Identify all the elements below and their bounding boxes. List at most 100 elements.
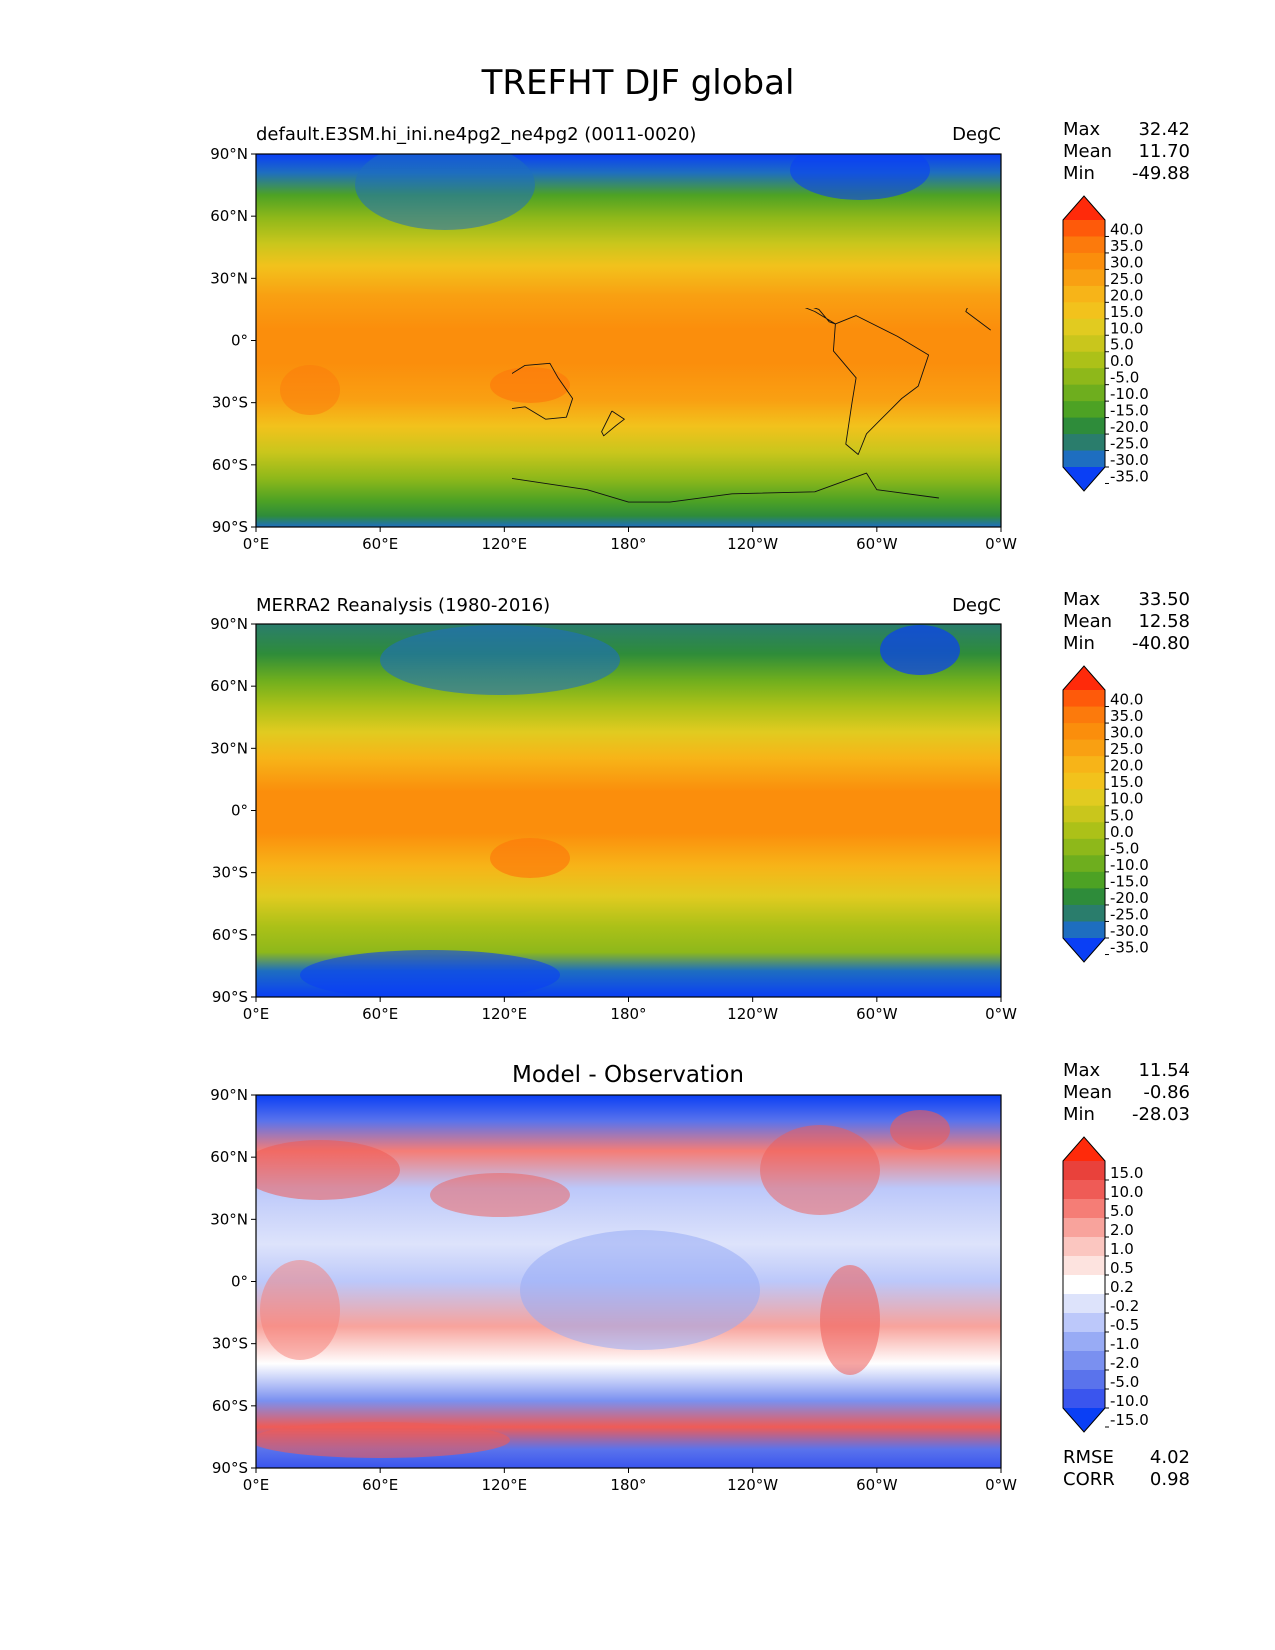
coastline-segment xyxy=(601,410,625,437)
colorbar-label: 40.0 xyxy=(1110,691,1143,709)
colorbar-segment xyxy=(1063,285,1105,303)
y-tick-label: 30°S xyxy=(212,864,248,882)
y-tick-label: 0° xyxy=(231,332,248,350)
x-tick-label: 60°E xyxy=(362,1005,398,1023)
colorbar: 40.035.030.025.020.015.010.05.00.0-5.0-1… xyxy=(1062,665,1149,963)
warm-anomaly-south-america xyxy=(820,1265,880,1375)
warm-pool-africa xyxy=(280,365,340,415)
coastline-segment xyxy=(832,315,930,455)
colorbar-segment xyxy=(1063,450,1105,468)
warm-anomaly-africa xyxy=(260,1260,340,1360)
y-tick-label: 60°N xyxy=(210,207,248,225)
coastline-segment xyxy=(512,362,574,420)
y-tick-label: 90°N xyxy=(210,615,248,633)
cold-pool-greenland xyxy=(790,154,930,200)
colorbar-label: 5.0 xyxy=(1110,1202,1134,1220)
cold-pool-antarctica xyxy=(300,950,560,997)
colorbar-label: 10.0 xyxy=(1110,319,1143,337)
colorbar-label: 40.0 xyxy=(1110,220,1143,238)
colorbar-segment xyxy=(1063,236,1105,254)
colorbar-segment xyxy=(1063,269,1105,287)
y-tick-label: 60°N xyxy=(210,1148,248,1166)
warm-anomaly-europe xyxy=(256,1140,400,1200)
x-tick-label: 120°W xyxy=(727,535,778,553)
cold-anomaly-pacific xyxy=(520,1230,760,1350)
colorbar-segment xyxy=(1063,1199,1105,1219)
colorbar-segment xyxy=(1063,351,1105,369)
y-tick-label: 30°S xyxy=(212,1335,248,1353)
colorbar-segment xyxy=(1063,888,1105,906)
stat-mean-value: -0.86 xyxy=(1143,1082,1190,1103)
figure-title: TREFHT DJF global xyxy=(481,63,795,103)
x-tick-label: 120°W xyxy=(727,1476,778,1494)
colorbar-label: -0.2 xyxy=(1110,1297,1139,1315)
colorbar-segment xyxy=(1063,706,1105,724)
colorbar-extend-min xyxy=(1063,938,1105,962)
stat-max-value: 32.42 xyxy=(1138,119,1190,140)
colorbar-segment xyxy=(1063,723,1105,741)
x-tick-label: 120°E xyxy=(482,535,528,553)
x-tick-label: 60°W xyxy=(856,1476,898,1494)
stat-min-value: -28.03 xyxy=(1132,1104,1190,1125)
colorbar-label: 15.0 xyxy=(1110,303,1143,321)
stat-min-value: -49.88 xyxy=(1132,163,1190,184)
x-axis: 0°E 60°E 120°E 180° 120°W 60°W 0°W xyxy=(243,997,1017,1023)
warm-pool-australia xyxy=(490,367,570,403)
metric-rmse-value: 4.02 xyxy=(1150,1447,1190,1468)
colorbar-segment xyxy=(1063,805,1105,823)
colorbar-label: 5.0 xyxy=(1110,336,1134,354)
colorbar-segment xyxy=(1063,1332,1105,1352)
colorbar-label: 30.0 xyxy=(1110,253,1143,271)
x-tick-label: 0°W xyxy=(985,1476,1017,1494)
colorbar-label: -15.0 xyxy=(1110,402,1149,420)
y-tick-label: 90°N xyxy=(210,145,248,163)
colorbar-label: 1.0 xyxy=(1110,1240,1134,1258)
colorbar-label: -25.0 xyxy=(1110,435,1149,453)
colorbar-label: 10.0 xyxy=(1110,1183,1143,1201)
panel-difference: Model - Observation 0°E 60°E 120°E 180° 120°… xyxy=(210,1060,1190,1494)
colorbar-segment xyxy=(1063,1389,1105,1409)
colorbar-label: 0.0 xyxy=(1110,823,1134,841)
colorbar-label: 30.0 xyxy=(1110,724,1143,742)
stat-mean-label: Mean xyxy=(1063,611,1112,632)
colorbar-label: -5.0 xyxy=(1110,369,1139,387)
colorbar-segment xyxy=(1063,302,1105,320)
colorbar: 40.035.030.025.020.015.010.05.00.0-5.0-1… xyxy=(1062,195,1149,492)
panel-left-title: MERRA2 Reanalysis (1980-2016) xyxy=(256,595,550,616)
colorbar-segment xyxy=(1063,822,1105,840)
colorbar-extend-max xyxy=(1063,666,1105,690)
colorbar-segment xyxy=(1063,838,1105,856)
y-tick-label: 60°S xyxy=(212,926,248,944)
colorbar-label: -10.0 xyxy=(1110,1392,1149,1410)
colorbar-extend-max xyxy=(1063,1137,1105,1161)
colorbar-segment xyxy=(1063,1351,1105,1371)
y-tick-label: 60°S xyxy=(212,1397,248,1415)
colorbar-label: -35.0 xyxy=(1110,939,1149,957)
x-tick-label: 120°W xyxy=(727,1005,778,1023)
y-tick-label: 0° xyxy=(231,802,248,820)
colorbar-extend-max xyxy=(1063,196,1105,220)
stat-min-label: Min xyxy=(1063,1104,1095,1125)
colorbar-label: -5.0 xyxy=(1110,839,1139,857)
colorbar-label: -30.0 xyxy=(1110,451,1149,469)
stat-max-value: 33.50 xyxy=(1138,589,1190,610)
panel-model: default.E3SM.hi_ini.ne4pg2_ne4pg2 (0011-… xyxy=(210,119,1190,553)
colorbar-label: 2.0 xyxy=(1110,1221,1134,1239)
stat-mean-value: 11.70 xyxy=(1138,141,1190,162)
colorbar-label: -35.0 xyxy=(1110,467,1149,485)
y-tick-label: 30°N xyxy=(210,1210,248,1228)
x-tick-label: 60°E xyxy=(362,1476,398,1494)
x-tick-label: 180° xyxy=(610,535,646,553)
stat-mean-value: 12.58 xyxy=(1138,611,1190,632)
map-field xyxy=(256,154,1001,527)
stat-min-label: Min xyxy=(1063,633,1095,654)
panel-left-title: default.E3SM.hi_ini.ne4pg2_ne4pg2 (0011-… xyxy=(256,124,696,145)
x-tick-label: 0°W xyxy=(985,535,1017,553)
colorbar-segment xyxy=(1063,1256,1105,1276)
colorbar-extend-min xyxy=(1063,1408,1105,1432)
colorbar-label: 25.0 xyxy=(1110,740,1143,758)
y-tick-label: 60°S xyxy=(212,456,248,474)
colorbar-label: -25.0 xyxy=(1110,905,1149,923)
y-axis: 90°N 60°N 30°N 0° 30°S 60°S 90°S xyxy=(210,145,256,536)
coastline-segment xyxy=(965,308,991,331)
